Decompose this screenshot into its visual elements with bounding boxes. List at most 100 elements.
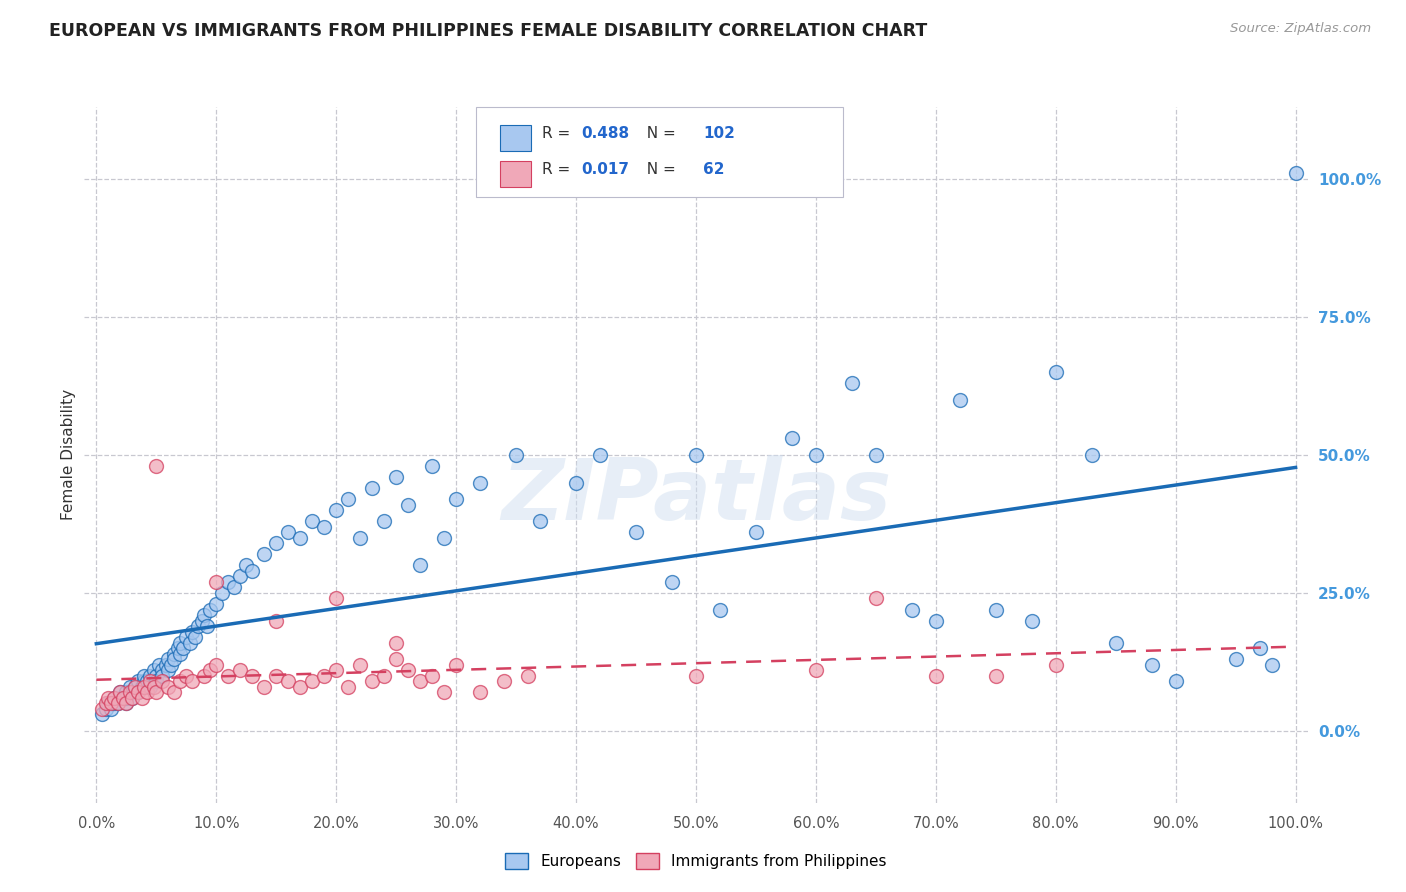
Point bbox=[145, 685, 167, 699]
Point bbox=[159, 657, 181, 672]
Point bbox=[409, 558, 432, 573]
Text: 62: 62 bbox=[703, 162, 725, 178]
Point bbox=[385, 635, 408, 649]
Point bbox=[337, 680, 360, 694]
FancyBboxPatch shape bbox=[501, 161, 531, 187]
Text: 0.488: 0.488 bbox=[581, 127, 628, 141]
Point bbox=[290, 531, 312, 545]
Point bbox=[181, 674, 204, 689]
Text: 102: 102 bbox=[703, 127, 735, 141]
Point bbox=[211, 586, 233, 600]
Point bbox=[205, 597, 228, 611]
Point bbox=[127, 685, 149, 699]
Point bbox=[145, 458, 167, 473]
Point bbox=[624, 525, 647, 540]
Point bbox=[314, 519, 336, 533]
Point bbox=[240, 669, 263, 683]
Legend: Europeans, Immigrants from Philippines: Europeans, Immigrants from Philippines bbox=[499, 847, 893, 875]
Point bbox=[925, 614, 948, 628]
Point bbox=[157, 680, 180, 694]
Point bbox=[901, 602, 924, 616]
Point bbox=[121, 685, 143, 699]
Point bbox=[301, 674, 323, 689]
Point bbox=[121, 690, 143, 705]
Point bbox=[157, 663, 180, 677]
Point bbox=[115, 685, 138, 699]
Point bbox=[685, 669, 707, 683]
Point bbox=[94, 697, 117, 711]
Point bbox=[100, 697, 122, 711]
Point bbox=[444, 492, 467, 507]
Point bbox=[107, 697, 129, 711]
Point bbox=[118, 685, 141, 699]
Point bbox=[94, 702, 117, 716]
Point bbox=[200, 602, 222, 616]
Point bbox=[1045, 365, 1067, 379]
Point bbox=[155, 657, 177, 672]
Point bbox=[118, 680, 141, 694]
Text: 0.017: 0.017 bbox=[581, 162, 628, 178]
Point bbox=[325, 591, 347, 606]
Text: EUROPEAN VS IMMIGRANTS FROM PHILIPPINES FEMALE DISABILITY CORRELATION CHART: EUROPEAN VS IMMIGRANTS FROM PHILIPPINES … bbox=[49, 22, 928, 40]
Point bbox=[195, 619, 218, 633]
Point bbox=[277, 525, 299, 540]
Point bbox=[169, 674, 191, 689]
Point bbox=[589, 448, 612, 462]
Point bbox=[217, 574, 239, 589]
Point bbox=[110, 690, 132, 705]
Point bbox=[1021, 614, 1043, 628]
Point bbox=[865, 448, 887, 462]
Point bbox=[134, 674, 156, 689]
Point bbox=[253, 680, 276, 694]
Point bbox=[433, 531, 456, 545]
Point bbox=[134, 680, 156, 694]
Point bbox=[91, 702, 114, 716]
Point bbox=[1045, 657, 1067, 672]
Point bbox=[1284, 166, 1306, 180]
Point bbox=[325, 663, 347, 677]
Point bbox=[163, 652, 186, 666]
Point bbox=[290, 680, 312, 694]
Y-axis label: Female Disability: Female Disability bbox=[60, 389, 76, 521]
Point bbox=[314, 669, 336, 683]
Point bbox=[167, 641, 190, 656]
Point bbox=[337, 492, 360, 507]
Text: R =: R = bbox=[541, 162, 575, 178]
Point bbox=[131, 680, 153, 694]
Point bbox=[253, 547, 276, 561]
Point bbox=[174, 669, 197, 683]
Text: N =: N = bbox=[637, 127, 681, 141]
Point bbox=[804, 663, 827, 677]
Point bbox=[361, 481, 384, 495]
Point bbox=[135, 674, 157, 689]
Point bbox=[107, 697, 129, 711]
Point bbox=[205, 657, 228, 672]
FancyBboxPatch shape bbox=[501, 125, 531, 152]
Point bbox=[349, 657, 371, 672]
Point bbox=[361, 674, 384, 689]
Point bbox=[1105, 635, 1128, 649]
Point bbox=[529, 514, 551, 528]
Point bbox=[110, 685, 132, 699]
Point bbox=[150, 663, 173, 677]
Point bbox=[174, 630, 197, 644]
Point bbox=[396, 498, 419, 512]
Point bbox=[91, 707, 114, 722]
Point bbox=[709, 602, 731, 616]
Point bbox=[103, 697, 125, 711]
Point bbox=[780, 431, 803, 445]
Point bbox=[804, 448, 827, 462]
Point bbox=[420, 669, 443, 683]
Point bbox=[179, 635, 201, 649]
Point bbox=[145, 674, 167, 689]
Point bbox=[131, 690, 153, 705]
Point bbox=[124, 680, 146, 694]
Point bbox=[468, 475, 491, 490]
Text: R =: R = bbox=[541, 127, 575, 141]
Point bbox=[205, 574, 228, 589]
Point bbox=[745, 525, 768, 540]
Point bbox=[121, 690, 143, 705]
Point bbox=[685, 448, 707, 462]
Point bbox=[444, 657, 467, 672]
Point bbox=[217, 669, 239, 683]
